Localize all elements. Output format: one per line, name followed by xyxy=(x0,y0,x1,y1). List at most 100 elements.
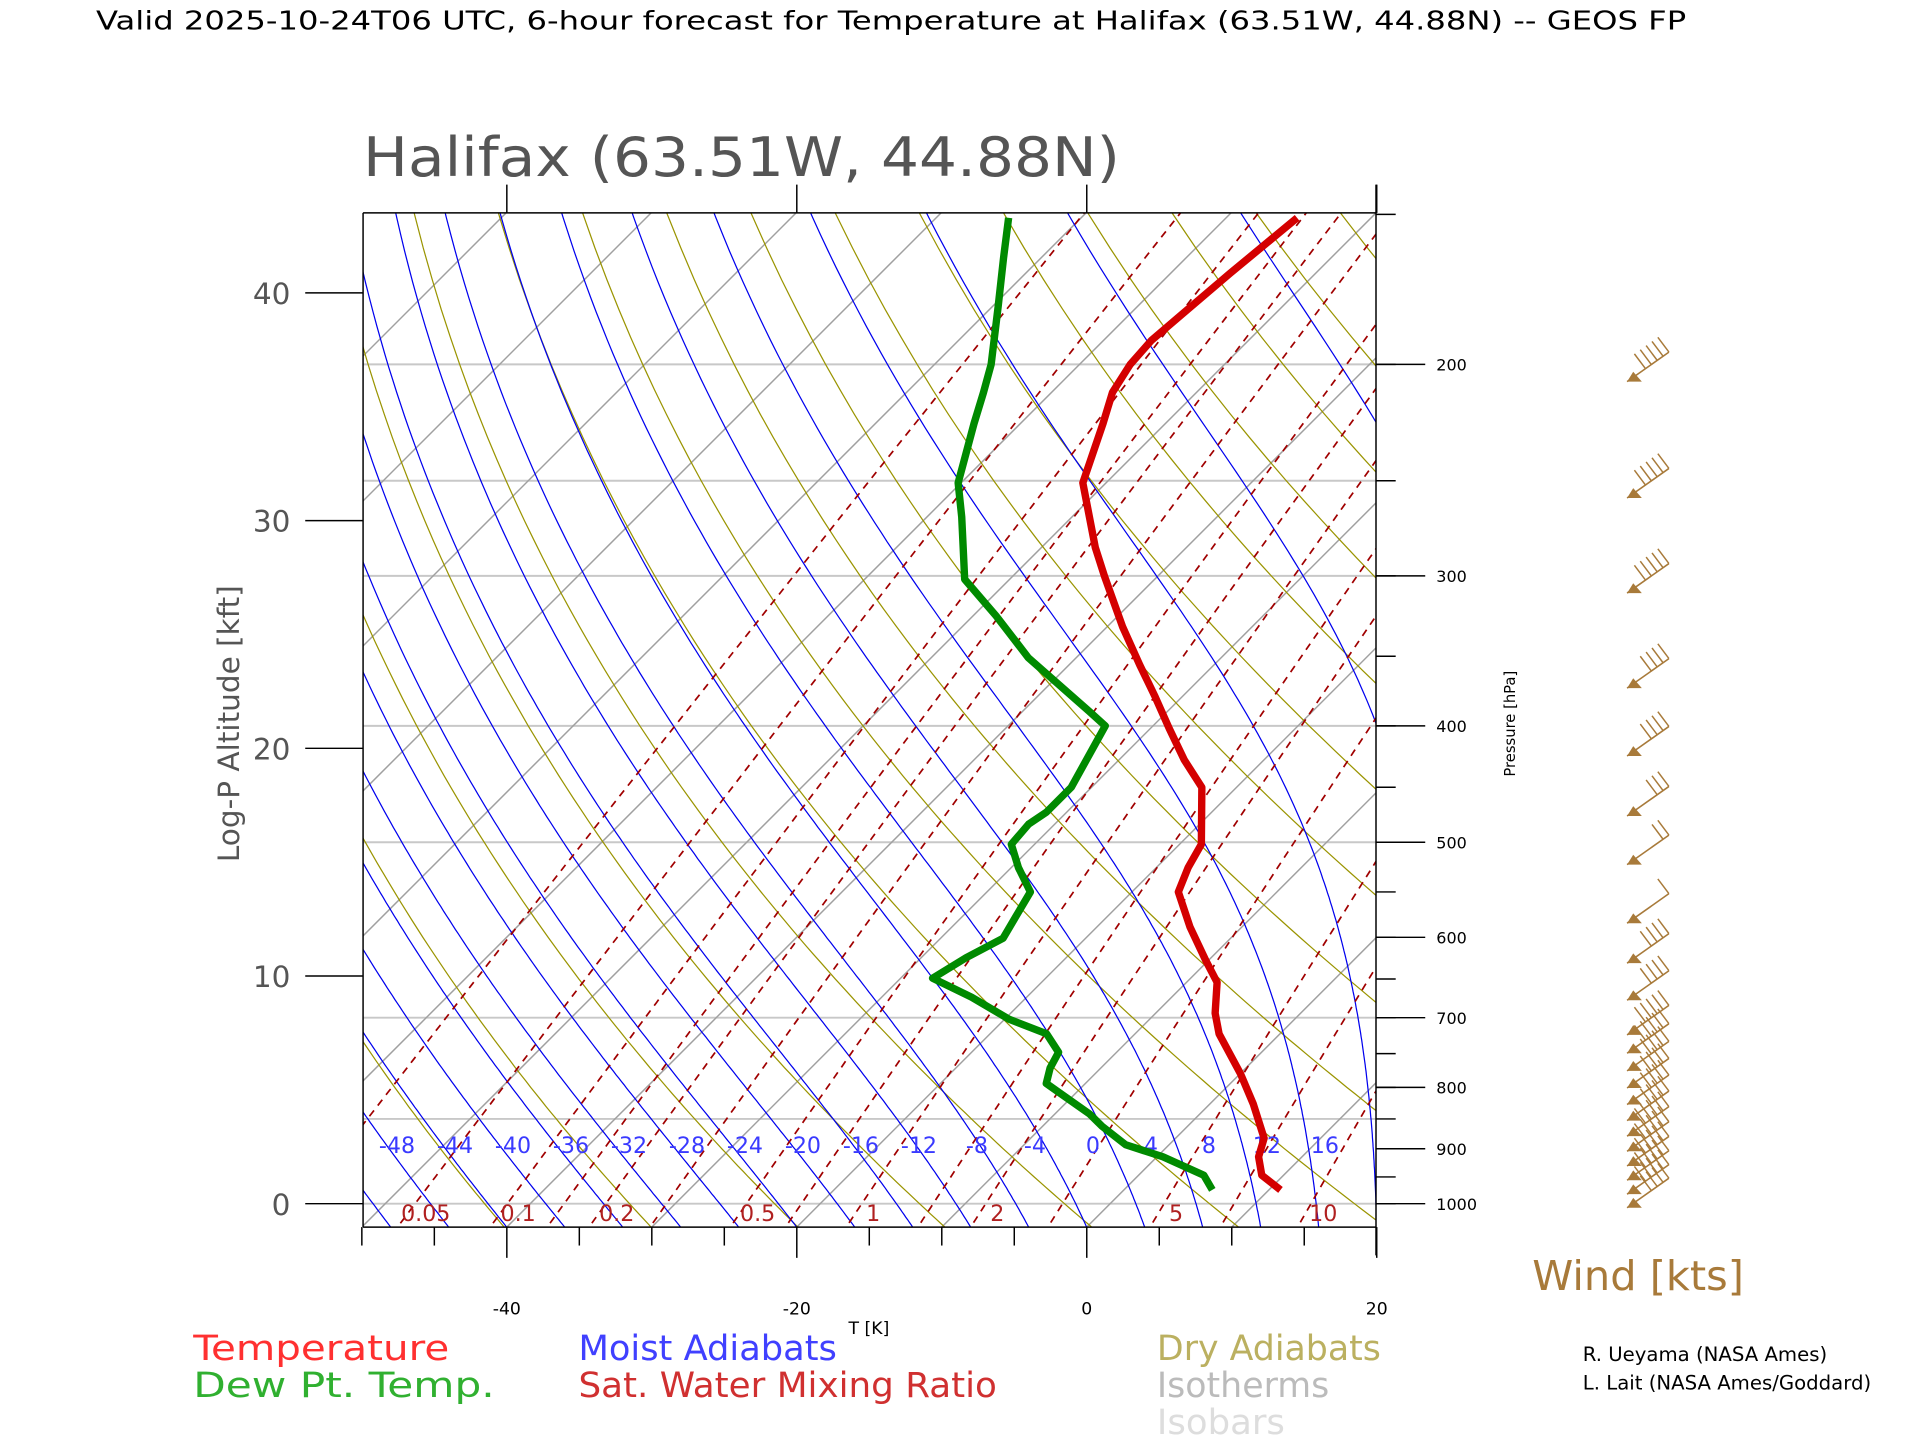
wind-barb-feather xyxy=(1645,1034,1658,1051)
mixing-ratio-label: 0.5 xyxy=(740,1201,775,1227)
wind-barb-feather xyxy=(1639,1055,1652,1072)
isotherm-line xyxy=(940,791,1376,1228)
wind-barb-feather xyxy=(1639,723,1652,740)
moist-adiabat-line xyxy=(363,269,914,1228)
legend-mixing-ratio: Sat. Water Mixing Ratio xyxy=(578,1366,996,1406)
dry-adiabat-line xyxy=(363,345,946,1228)
mixing-ratio-line xyxy=(396,212,1182,1228)
wind-barb-feather xyxy=(1645,926,1658,943)
wind-barb-feather xyxy=(1639,1161,1652,1178)
wind-barb-flag xyxy=(1627,1061,1642,1071)
dry-adiabat-line xyxy=(497,212,1240,1228)
dry-adiabat-line xyxy=(666,212,1376,1112)
credit-line-2: L. Lait (NASA Ames/Goddard) xyxy=(1583,1372,1871,1395)
wind-barb-feather xyxy=(1645,1171,1658,1187)
wind-barb-feather xyxy=(1657,711,1670,727)
dry-adiabat-line xyxy=(1398,178,1920,1234)
y-tick-label: 0 xyxy=(272,1188,291,1222)
wind-barb-feather xyxy=(1651,1095,1664,1112)
mixing-ratio-label: 1 xyxy=(866,1201,880,1227)
wind-barb-feather xyxy=(1651,552,1664,569)
wind-barb-feather xyxy=(1651,775,1664,792)
wind-barb-feather xyxy=(1651,715,1664,732)
wind-barb xyxy=(1626,1162,1670,1209)
legend-dry-adiabats: Dry Adiabats xyxy=(1157,1329,1381,1369)
wind-barb-flag xyxy=(1627,371,1642,382)
wind-barb-flag xyxy=(1627,1141,1642,1152)
dry-adiabat-line xyxy=(1893,178,1920,1234)
moist-adiabat-line xyxy=(395,212,972,1228)
dry-adiabat-line xyxy=(918,212,1376,791)
wind-barb-feather xyxy=(1657,548,1670,564)
mixing-ratio-line xyxy=(1452,178,1920,1234)
wind-barb-feather xyxy=(1651,1030,1664,1046)
moist-adiabat-line xyxy=(363,1111,450,1228)
wind-barb-feather xyxy=(1651,1047,1664,1064)
mixing-ratio-line xyxy=(1550,178,1920,1234)
mixing-ratio-line xyxy=(969,614,1376,1228)
dry-adiabat-line xyxy=(1002,212,1376,685)
mixing-ratio-line xyxy=(784,387,1376,1228)
wind-barb-feather xyxy=(1645,461,1658,478)
wind-barb-flag xyxy=(1627,990,1642,1001)
moist-adiabat-line xyxy=(444,212,1030,1228)
mixing-ratio-label: 2 xyxy=(990,1201,1004,1227)
wind-barb-feather xyxy=(1639,1103,1652,1120)
wind-barb-flag xyxy=(1627,854,1642,865)
moist-adiabat-line xyxy=(363,1189,392,1228)
isotherm-line xyxy=(0,178,396,1229)
wind-barb-flag xyxy=(1627,1197,1642,1208)
wind-barb-feather xyxy=(1651,1139,1664,1156)
wind-barb-feather xyxy=(1633,353,1647,370)
dry-adiabat-line xyxy=(1171,212,1376,474)
wind-barb-feather xyxy=(1639,967,1652,984)
wind-barb-feather xyxy=(1633,1123,1647,1139)
wind-barb-feather xyxy=(1639,930,1652,947)
wind-barb-feather xyxy=(1657,1135,1670,1152)
wind-barb xyxy=(1626,771,1670,817)
legend-isotherms: Isotherms xyxy=(1157,1366,1329,1406)
pressure-tick-label: 600 xyxy=(1436,928,1467,947)
page-title: Valid 2025-10-24T06 UTC, 6-hour forecast… xyxy=(96,7,1686,37)
wind-barb-feather xyxy=(1651,1153,1664,1170)
pressure-tick-label: 1000 xyxy=(1436,1195,1477,1214)
credit-line-1: R. Ueyama (NASA Ames) xyxy=(1583,1343,1827,1366)
wind-barb xyxy=(1626,548,1670,594)
mixing-ratio-line xyxy=(546,212,1308,1228)
wind-barb-feather xyxy=(1639,1133,1652,1150)
pressure-tick-label: 400 xyxy=(1436,717,1467,736)
wind-barb-feather xyxy=(1645,963,1658,980)
x-tick-label: -20 xyxy=(783,1299,811,1319)
legend-isobars: Isobars xyxy=(1157,1403,1285,1440)
wind-barb-flag xyxy=(1627,1025,1642,1035)
wind-barb-feather xyxy=(1657,1075,1670,1092)
wind-barb-feather xyxy=(1645,1157,1658,1174)
wind-barb-feather xyxy=(1651,1125,1664,1142)
moist-adiabat-line xyxy=(363,432,856,1228)
wind-barb-flag xyxy=(1627,953,1642,964)
wind-barb-feather xyxy=(1657,1106,1670,1123)
x-tick-label: 20 xyxy=(1366,1299,1388,1319)
isotherm-line xyxy=(363,212,943,792)
wind-barb-feather xyxy=(1639,1147,1652,1164)
wind-barb-feather xyxy=(1657,1149,1670,1166)
temperature-line xyxy=(1079,215,1300,1193)
y-tick-label: 30 xyxy=(253,505,291,539)
wind-barb-feather xyxy=(1645,1016,1658,1033)
moist-adiabat-label: 8 xyxy=(1202,1133,1216,1159)
wind-barb-feather xyxy=(1639,465,1652,482)
moist-adiabat-label: -8 xyxy=(966,1133,988,1159)
wind-barb-feather xyxy=(1651,824,1664,840)
isotherm-line xyxy=(795,646,1376,1228)
wind-barb-feather xyxy=(1657,1091,1670,1108)
isotherm-line xyxy=(363,212,798,647)
pressure-tick-label: 200 xyxy=(1436,356,1467,375)
moist-adiabat-label: -4 xyxy=(1024,1133,1046,1159)
y-tick-label: 40 xyxy=(253,277,291,311)
moist-adiabat-label: -28 xyxy=(669,1133,705,1159)
wind-barb-feather xyxy=(1651,1110,1664,1127)
pressure-tick-label: 700 xyxy=(1436,1009,1467,1028)
wind-barb-feather xyxy=(1633,1137,1647,1154)
mixing-ratio-line xyxy=(363,212,1086,1126)
